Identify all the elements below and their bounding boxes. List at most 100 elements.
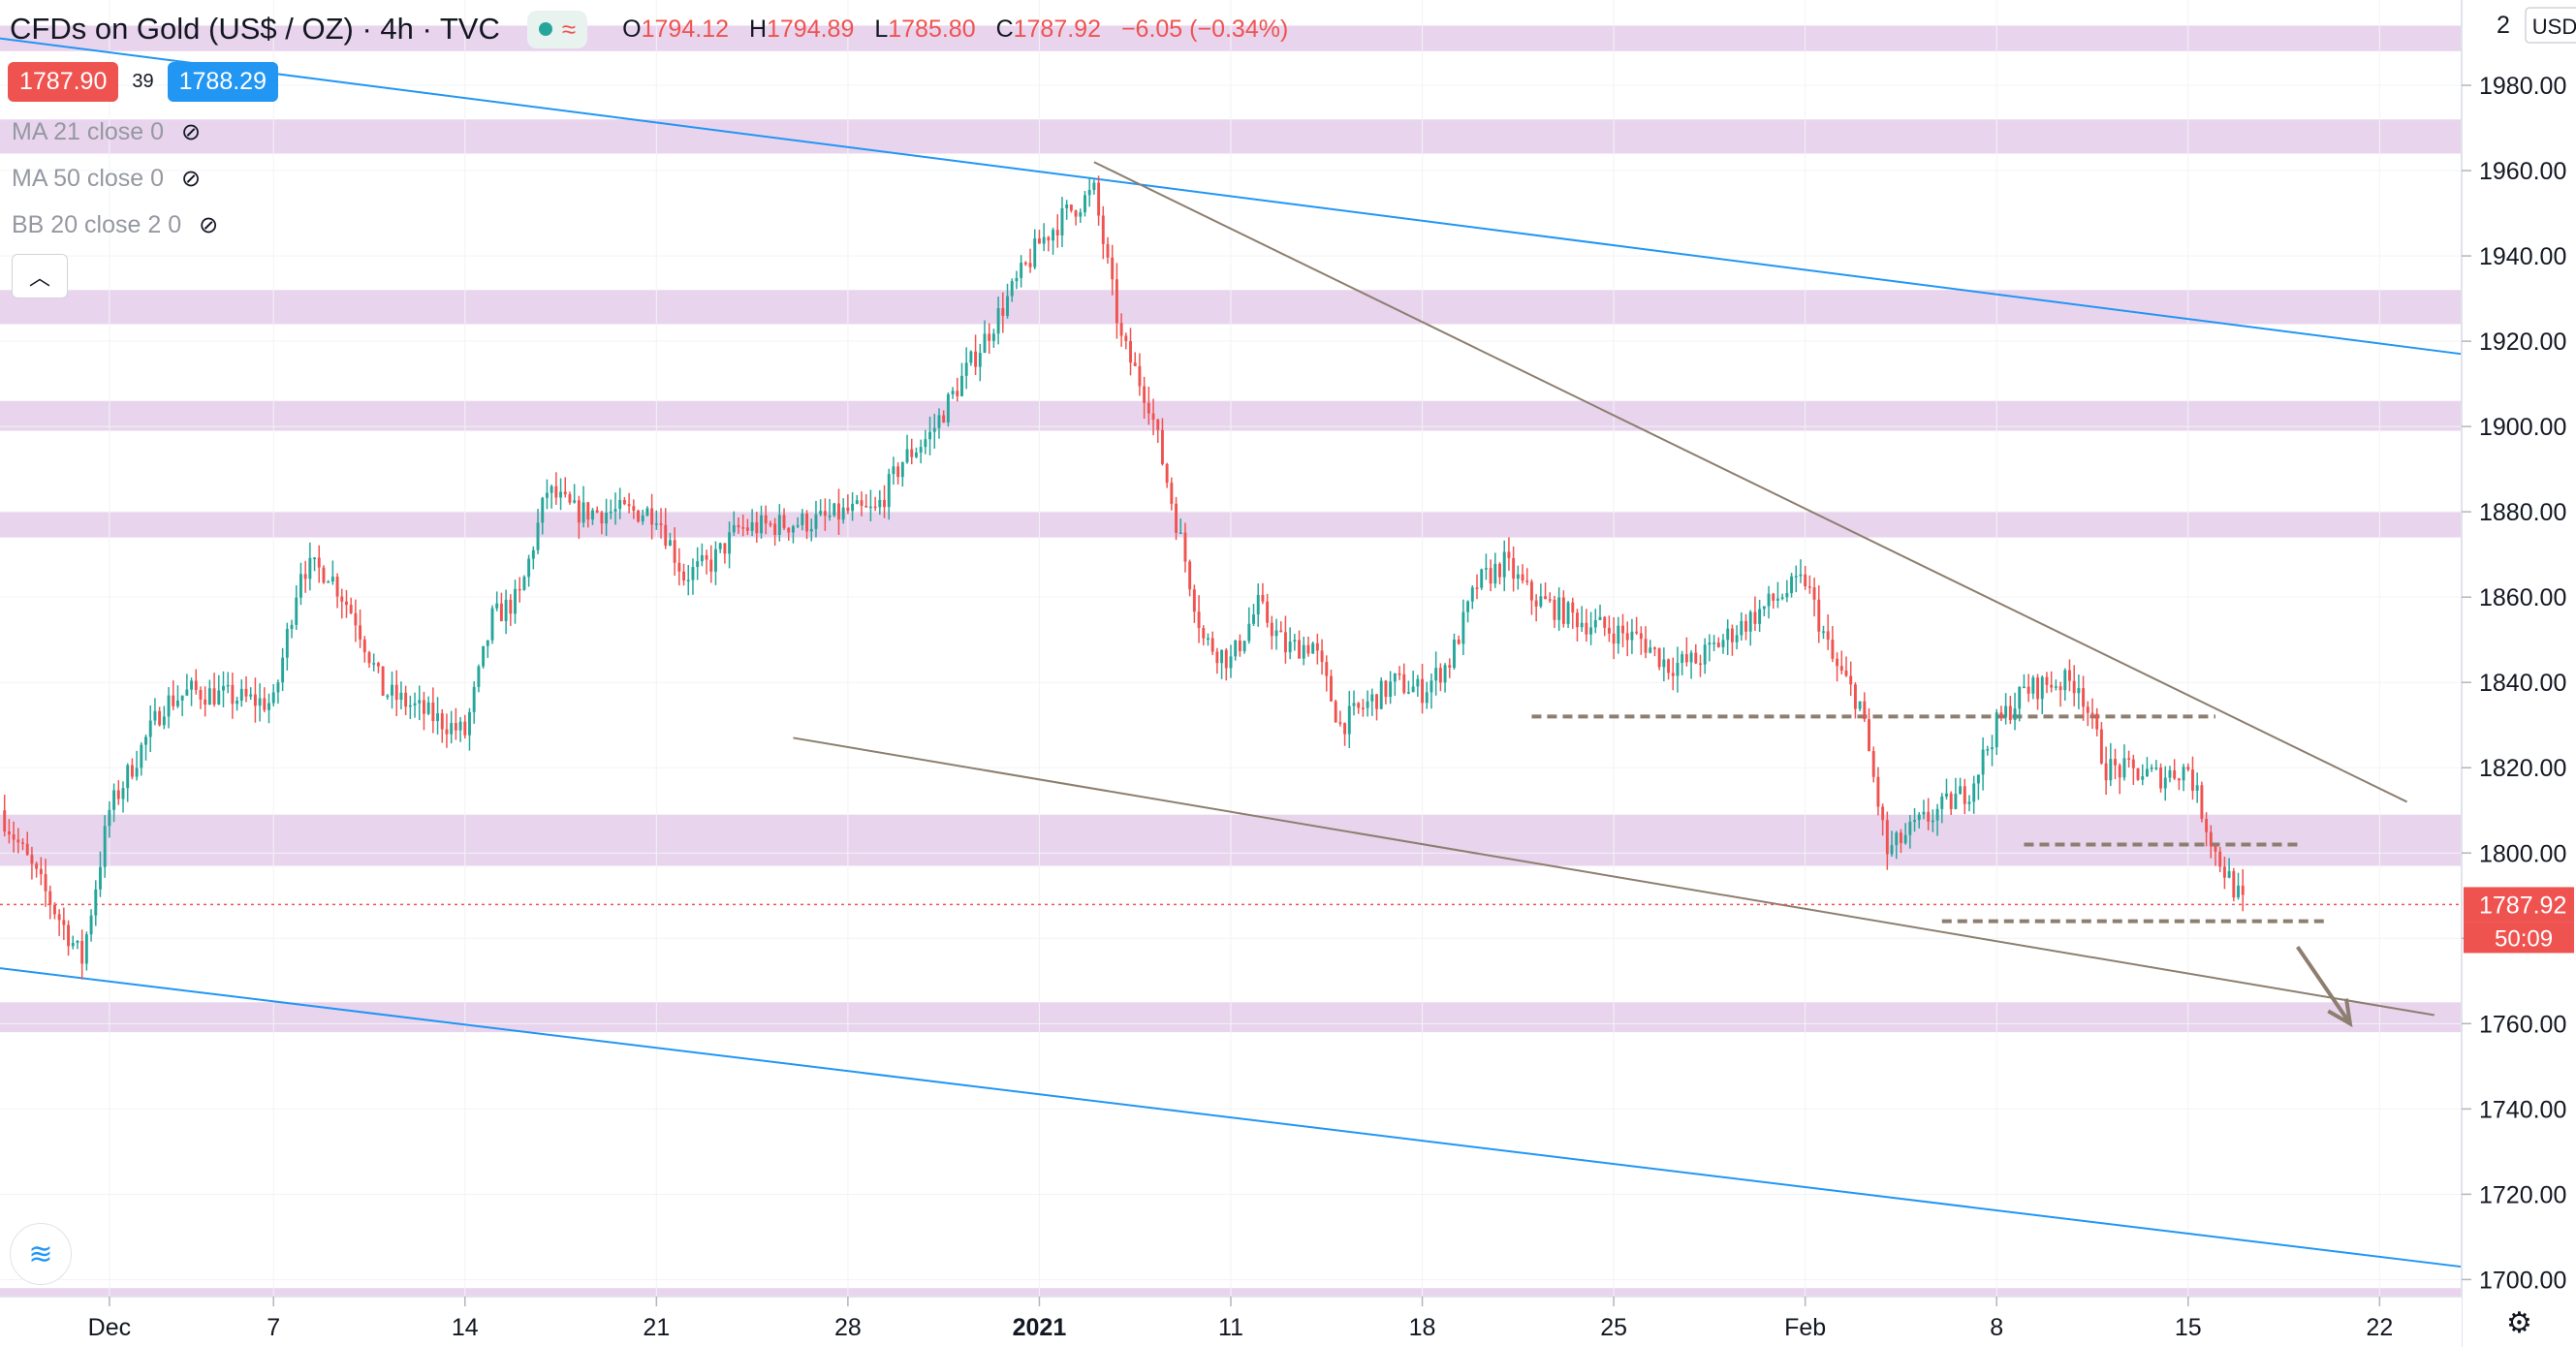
candle-body [1876, 776, 1880, 807]
candle-up [239, 679, 243, 707]
time-axis[interactable]: Dec 7 14 21 28 2021 11 18 25 Feb 8 15 22 [0, 1296, 2462, 1347]
candle-down [263, 687, 267, 713]
candle-down [782, 508, 786, 531]
candle-up [1247, 607, 1251, 644]
candle-up [112, 783, 116, 823]
candle-up [1895, 830, 1899, 860]
collapse-indicators-button[interactable]: ︿ [12, 254, 68, 298]
candle-up [99, 851, 102, 897]
wedge-line [793, 736, 2435, 1017]
candle-up [1721, 634, 1725, 654]
indicator-bb20[interactable]: BB 20 close 2 0 ⊘ [12, 211, 218, 239]
direction-arrowhead [2327, 998, 2353, 1028]
candle-body [1453, 640, 1456, 669]
candle-down [1338, 710, 1342, 727]
candle-down [837, 488, 840, 535]
buy-button[interactable]: 1788.29 [167, 62, 278, 102]
price-axis[interactable]: 1700.001720.001740.001760.001780.001800.… [2461, 0, 2576, 1347]
candle-down [44, 859, 47, 907]
candle-body [1111, 257, 1115, 280]
tradingview-logo-icon[interactable]: ≋ [10, 1223, 72, 1285]
candle-up [605, 498, 609, 537]
candle-body [760, 515, 763, 534]
candle-down [67, 920, 71, 956]
candle-down [39, 857, 43, 886]
candle-body [1498, 563, 1501, 578]
candle-body [1457, 640, 1461, 644]
candle-up [1042, 223, 1046, 252]
candle-up [777, 504, 781, 542]
candle-body [1849, 675, 1853, 685]
candle-body [2004, 705, 2008, 718]
candle-body [2026, 686, 2030, 694]
eye-crossed-icon[interactable]: ⊘ [181, 166, 202, 192]
candle-down [7, 819, 11, 844]
candle-body [1493, 563, 1497, 584]
candle-body [1775, 598, 1779, 601]
candle-down [595, 506, 599, 514]
candle-down [745, 518, 749, 536]
candle-body [217, 690, 221, 705]
candle-down [1999, 705, 2003, 721]
candle-body [345, 601, 348, 606]
gear-icon[interactable]: ⚙ [2506, 1307, 2532, 1339]
indicator-ma50[interactable]: MA 50 close 0 ⊘ [12, 165, 201, 193]
candle-body [3, 810, 7, 832]
candle-body [2177, 778, 2181, 781]
candle-body [732, 524, 736, 533]
market-status-pill[interactable]: ≈ [526, 10, 588, 48]
candle-body [878, 499, 882, 508]
candle-down [1639, 626, 1643, 655]
candle-up [1539, 583, 1543, 609]
candle-up [1712, 635, 1716, 652]
candle-body [1598, 616, 1602, 620]
sell-button[interactable]: 1787.90 [8, 62, 119, 102]
candle-body [57, 914, 61, 921]
candle-up [276, 679, 280, 705]
candle-body [468, 711, 471, 736]
candle-down [1320, 639, 1324, 675]
candle-up [809, 518, 813, 542]
candle-body [354, 612, 358, 626]
candle-body [1794, 576, 1798, 578]
eye-crossed-icon[interactable]: ⊘ [199, 212, 219, 238]
candle-up [2077, 674, 2081, 709]
candle-body [322, 567, 326, 583]
candle-up [1959, 777, 1963, 796]
candle-body [295, 597, 298, 625]
symbol-title[interactable]: CFDs on Gold (US$ / OZ) · 4h · TVC [10, 12, 500, 46]
candle-up [153, 698, 157, 726]
candle-up [1443, 663, 1447, 693]
candle-up [1293, 634, 1297, 651]
candle-body [1343, 723, 1347, 735]
candle-body [1730, 628, 1734, 642]
candle-body [180, 695, 184, 701]
candle-body [1539, 596, 1543, 607]
indicator-ma21[interactable]: MA 21 close 0 ⊘ [12, 118, 201, 146]
candle-body [372, 663, 376, 665]
candle-body [1881, 806, 1885, 821]
candle-up [1708, 634, 1712, 662]
candle-body [1470, 587, 1474, 602]
candle-down [62, 907, 66, 941]
candle-up [1516, 565, 1520, 590]
candle-down [622, 496, 626, 506]
candle-up [983, 320, 987, 354]
candle-up [951, 387, 955, 399]
candle-down [204, 686, 207, 717]
candle-body [1480, 569, 1484, 588]
candle-down [2205, 812, 2209, 847]
price-tick-label: 1900.00 [2479, 414, 2566, 441]
candle-body [303, 574, 307, 580]
candle-down [2241, 868, 2245, 912]
candle-body [1566, 602, 1570, 624]
candle-up [1234, 640, 1238, 661]
candle-body [814, 514, 818, 529]
candle-down [737, 517, 740, 534]
candle-down [1165, 462, 1169, 488]
candle-body [2127, 758, 2131, 760]
eye-crossed-icon[interactable]: ⊘ [181, 119, 202, 145]
candle-up [1084, 191, 1086, 217]
candle-body [1151, 413, 1155, 421]
